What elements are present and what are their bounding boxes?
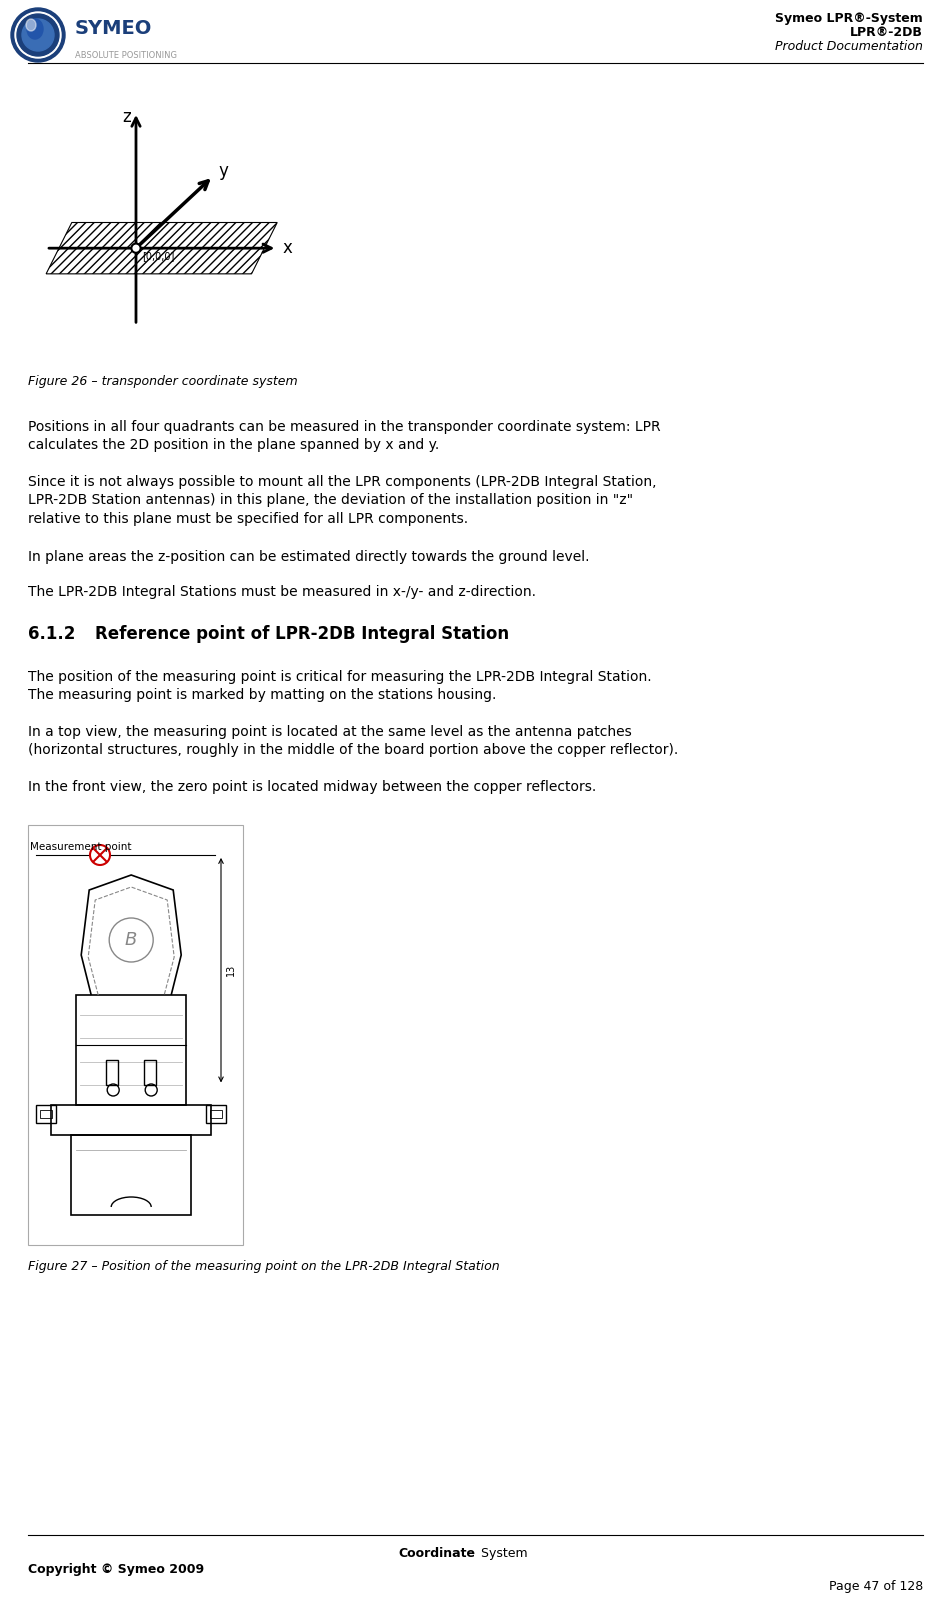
Text: Product Documentation: Product Documentation: [775, 40, 923, 53]
Bar: [51, 1104, 211, 1135]
Text: In the front view, the zero point is located midway between the copper reflector: In the front view, the zero point is loc…: [28, 780, 596, 794]
Text: LPR®-2DB: LPR®-2DB: [850, 26, 923, 38]
Bar: [145, 1059, 156, 1085]
Ellipse shape: [26, 19, 36, 30]
Text: Since it is not always possible to mount all the LPR components (LPR-2DB Integra: Since it is not always possible to mount…: [28, 475, 656, 526]
Text: y: y: [218, 161, 228, 181]
Bar: [71, 1135, 191, 1214]
Text: Reference point of LPR-2DB Integral Station: Reference point of LPR-2DB Integral Stat…: [95, 625, 509, 642]
Text: Measurement point: Measurement point: [30, 842, 131, 852]
Text: x: x: [282, 240, 292, 257]
Text: z: z: [123, 109, 131, 126]
Text: SYMEO: SYMEO: [75, 19, 152, 37]
Text: The LPR-2DB Integral Stations must be measured in x-/y- and z-direction.: The LPR-2DB Integral Stations must be me…: [28, 585, 536, 599]
Ellipse shape: [22, 19, 54, 51]
Bar: [40, 1111, 52, 1119]
Text: B: B: [125, 932, 137, 949]
Ellipse shape: [27, 19, 43, 38]
Text: Positions in all four quadrants can be measured in the transponder coordinate sy: Positions in all four quadrants can be m…: [28, 420, 661, 452]
Text: 13: 13: [226, 964, 236, 976]
Circle shape: [131, 243, 141, 252]
Bar: [36, 1104, 56, 1123]
Bar: [76, 996, 186, 1104]
Bar: [210, 1111, 223, 1119]
Ellipse shape: [15, 13, 61, 58]
Bar: [28, 825, 243, 1245]
Text: Figure 27 – Position of the measuring point on the LPR-2DB Integral Station: Figure 27 – Position of the measuring po…: [28, 1259, 499, 1274]
Text: Coordinate: Coordinate: [398, 1547, 475, 1560]
Text: The position of the measuring point is critical for measuring the LPR-2DB Integr: The position of the measuring point is c…: [28, 670, 651, 703]
Ellipse shape: [11, 8, 65, 62]
Text: In a top view, the measuring point is located at the same level as the antenna p: In a top view, the measuring point is lo…: [28, 725, 678, 757]
Text: [0,0,0]: [0,0,0]: [142, 251, 174, 260]
Text: 6.1.2: 6.1.2: [28, 625, 75, 642]
Text: Figure 26 – transponder coordinate system: Figure 26 – transponder coordinate syste…: [28, 376, 298, 388]
Text: In plane areas the z-position can be estimated directly towards the ground level: In plane areas the z-position can be est…: [28, 550, 590, 564]
Text: Page 47 of 128: Page 47 of 128: [828, 1580, 923, 1593]
Bar: [107, 1059, 118, 1085]
Bar: [206, 1104, 226, 1123]
Circle shape: [90, 845, 110, 865]
Text: Copyright © Symeo 2009: Copyright © Symeo 2009: [28, 1563, 204, 1576]
Text: Symeo LPR®-System: Symeo LPR®-System: [775, 13, 923, 26]
Ellipse shape: [17, 14, 59, 56]
Text: ABSOLUTE POSITIONING: ABSOLUTE POSITIONING: [75, 51, 177, 59]
Text: System: System: [477, 1547, 528, 1560]
